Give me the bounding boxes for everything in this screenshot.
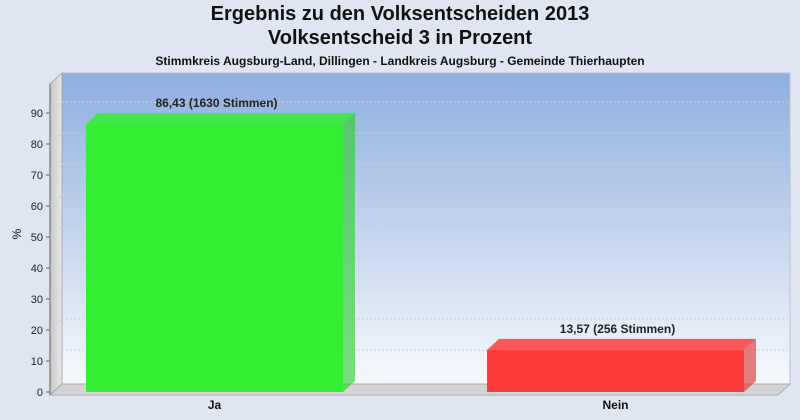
- gridline: [49, 318, 63, 331]
- bar: [487, 338, 756, 392]
- bar-front: [86, 124, 343, 392]
- gridline: [49, 256, 63, 269]
- data-label: 13,57 (256 Stimmen): [560, 322, 675, 336]
- y-tick-label: 0: [37, 387, 43, 399]
- gridline: [49, 225, 63, 238]
- gridline: [49, 287, 63, 300]
- chart-title-line2: Volksentscheid 3 in Prozent: [267, 27, 533, 49]
- gridline: [49, 349, 63, 362]
- bar-side: [744, 338, 756, 392]
- bar-side: [343, 113, 355, 392]
- y-tick-label: 20: [31, 325, 43, 337]
- y-tick-label: 50: [31, 232, 43, 244]
- x-category-label: Nein: [602, 398, 628, 412]
- y-tick-label: 10: [31, 356, 43, 368]
- left-wall: [49, 71, 63, 397]
- gridline: [49, 194, 63, 207]
- y-tick-label: 30: [31, 294, 43, 306]
- bar: [86, 113, 355, 392]
- bar-top: [86, 113, 355, 125]
- y-tick-label: 70: [31, 170, 43, 182]
- bar-top: [487, 338, 756, 350]
- y-axis-label: %: [10, 228, 24, 239]
- gridline: [49, 101, 63, 114]
- gridline: [49, 132, 63, 145]
- data-label: 86,43 (1630 Stimmen): [155, 96, 277, 110]
- y-tick-label: 90: [31, 108, 43, 120]
- chart-subtitle: Stimmkreis Augsburg-Land, Dillingen - La…: [155, 54, 645, 68]
- y-tick-label: 40: [31, 263, 43, 275]
- x-category-label: Ja: [208, 398, 222, 412]
- bar-front: [487, 349, 744, 392]
- chart-title: Ergebnis zu den Volksentscheiden 2013: [210, 3, 590, 25]
- y-tick-label: 80: [31, 139, 43, 151]
- y-tick-label: 60: [31, 201, 43, 213]
- gridline: [49, 163, 63, 176]
